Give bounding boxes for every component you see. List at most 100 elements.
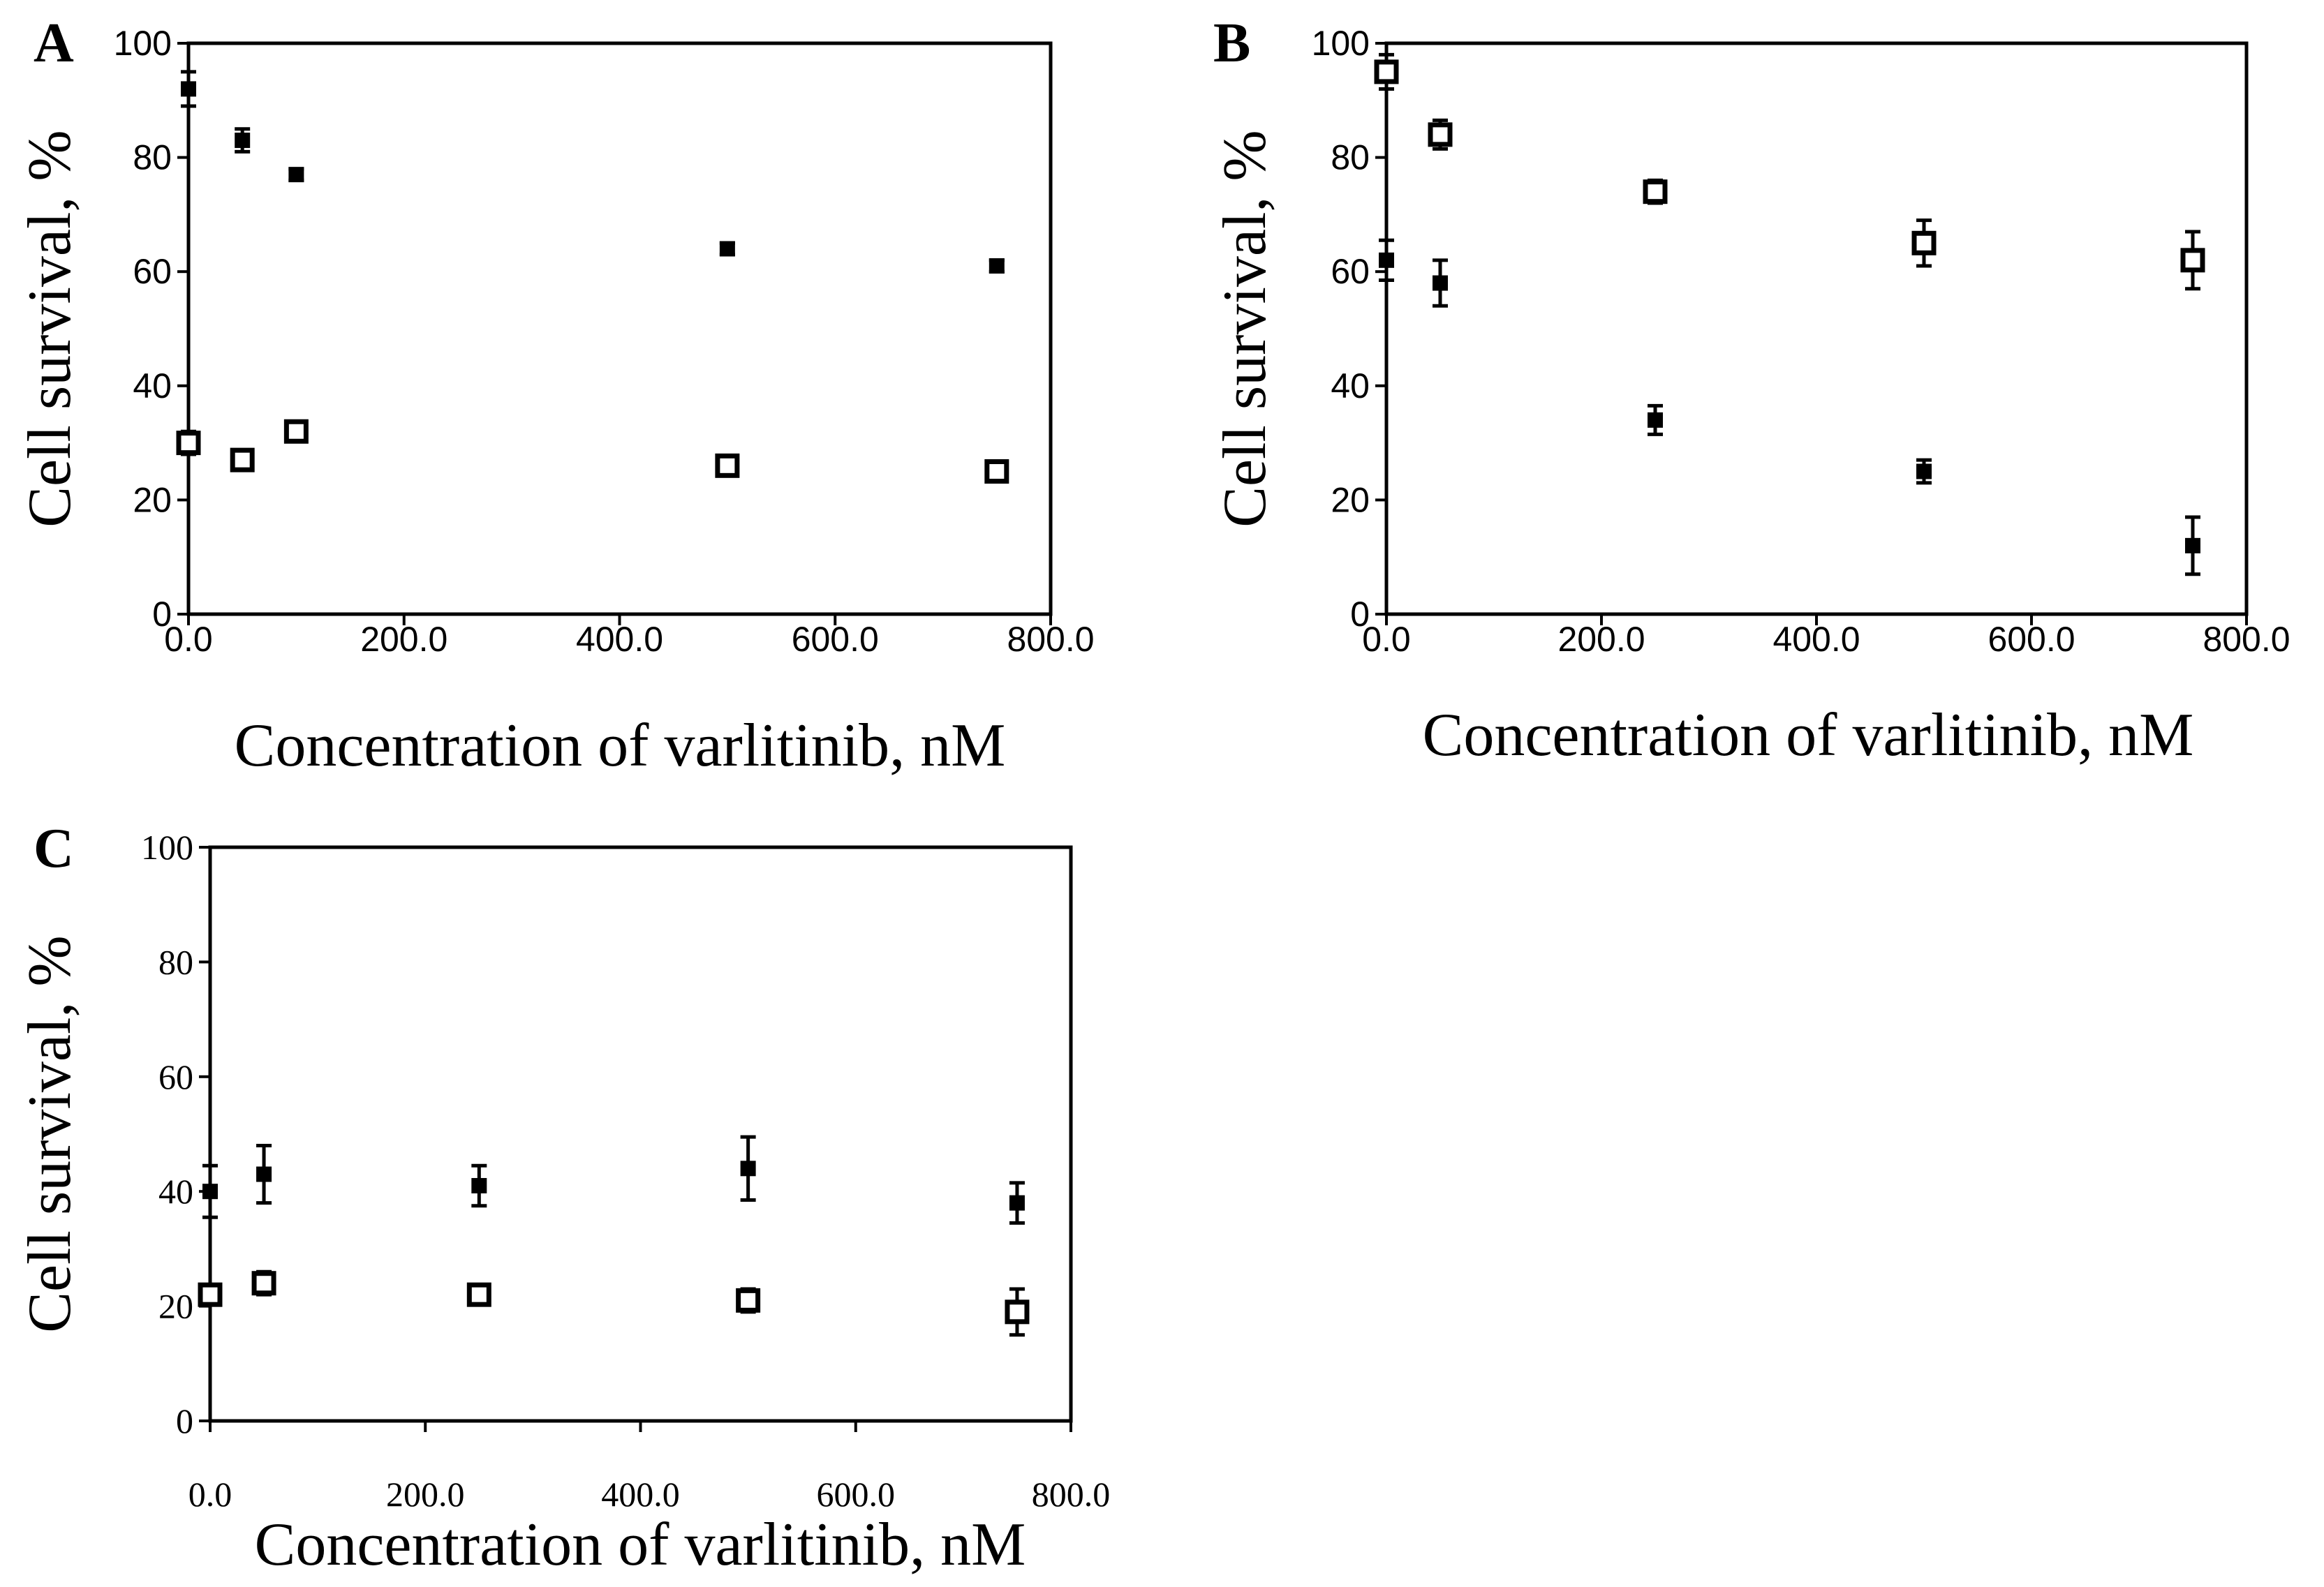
panel-a-letter: A: [34, 13, 74, 74]
panel-a-filled-point: [989, 258, 1005, 274]
panel-a: A 0 20 40 60 80 100 0.0 200.0 400.0 600.0 800.0 C…: [16, 13, 1095, 780]
panel-b-x-axis-title: Concentration of varlitinib, nM: [1423, 701, 2194, 769]
panel-b-x-tick-label: 400.0: [1772, 620, 1860, 659]
panel-c-open-point: [251, 1269, 276, 1297]
panel-c-plot-frame: [208, 845, 1073, 1423]
open-square-marker: [715, 453, 740, 478]
panel-a-plot-frame: [186, 41, 1053, 616]
panel-c-y-tick-label: 80: [158, 942, 193, 981]
panel-a-x-axis-title: Concentration of varlitinib, nM: [235, 712, 1006, 780]
panel-c-x-tick-label: 0.0: [188, 1475, 232, 1514]
open-square-marker: [251, 1271, 276, 1296]
panel-c: C 0 20 40 60 80 100 0.0 200.0 400.0 600.0 800.0 C…: [16, 818, 1110, 1579]
panel-b-y-tick-label: 40: [1331, 366, 1370, 405]
panel-a-y-tick-label: 60: [133, 252, 172, 291]
filled-square-marker: [202, 1184, 218, 1200]
panel-b-filled-point: [1916, 458, 1932, 485]
filled-square-marker: [235, 133, 251, 149]
panel-a-open-point: [283, 419, 309, 444]
filled-square-marker: [1433, 275, 1448, 291]
open-square-marker: [1374, 59, 1399, 84]
filled-square-marker: [989, 258, 1005, 274]
panel-a-y-axis: 0 20 40 60 80 100: [114, 24, 188, 634]
panel-a-x-tick-label: 600.0: [792, 620, 879, 659]
panel-b-x-tick-label: 200.0: [1557, 620, 1645, 659]
filled-square-marker: [1648, 412, 1663, 428]
panel-a-x-tick-label: 800.0: [1007, 620, 1094, 659]
open-square-marker: [2180, 248, 2205, 273]
filled-square-marker: [719, 241, 735, 257]
panel-b-y-tick-label: 80: [1331, 138, 1370, 177]
panel-c-y-tick-label: 20: [158, 1287, 193, 1326]
filled-square-marker: [1009, 1195, 1025, 1211]
panel-c-y-axis: 0 20 40 60 80 100: [141, 828, 210, 1440]
panel-a-open-point: [715, 453, 740, 478]
panel-b-filled-point: [1648, 403, 1663, 436]
panel-b-y-tick-label: 0: [1350, 595, 1370, 634]
open-square-marker: [198, 1282, 223, 1307]
panel-c-x-axis-title: Concentration of varlitinib, nM: [255, 1511, 1026, 1579]
panel-b-y-tick-label: 20: [1331, 480, 1370, 519]
panel-b-open-point: [1374, 52, 1399, 91]
filled-square-marker: [288, 167, 304, 183]
panel-c-x-tick-label: 800.0: [1032, 1475, 1111, 1514]
panel-a-y-tick-label: 20: [133, 480, 172, 519]
panel-a-y-axis-title: Cell survival, %: [16, 130, 84, 527]
open-square-marker: [1911, 230, 1937, 255]
panel-c-y-tick-label: 100: [141, 828, 193, 867]
panel-b-y-tick-label: 100: [1312, 24, 1370, 63]
panel-b-x-tick-label: 600.0: [1988, 620, 2075, 659]
open-square-marker: [230, 447, 255, 472]
panel-a-x-tick-label: 400.0: [576, 620, 663, 659]
panel-b-open-point: [1643, 178, 1668, 205]
filled-square-marker: [1379, 252, 1394, 268]
filled-square-marker: [181, 81, 196, 97]
panel-c-filled-point: [1009, 1181, 1025, 1225]
open-square-marker: [736, 1288, 761, 1313]
panel-c-letter: C: [34, 818, 74, 879]
panel-c-y-tick-label: 40: [158, 1172, 193, 1211]
panel-b-data-points: [1374, 52, 2205, 576]
panel-b-open-point: [1428, 118, 1453, 151]
open-square-marker: [1643, 179, 1668, 204]
panel-a-open-point: [230, 447, 255, 472]
panel-a-filled-point: [181, 70, 196, 108]
panel-c-y-tick-label: 0: [176, 1401, 193, 1440]
panel-b-x-tick-label: 800.0: [2203, 620, 2290, 659]
panel-a-filled-point: [235, 127, 251, 154]
open-square-marker: [1428, 122, 1453, 147]
filled-square-marker: [2185, 537, 2200, 553]
panel-c-x-tick-label: 200.0: [386, 1475, 465, 1514]
panel-c-x-tick-label: 400.0: [601, 1475, 680, 1514]
panel-a-y-tick-label: 80: [133, 138, 172, 177]
panel-b-filled-point: [1433, 258, 1448, 308]
filled-square-marker: [1916, 463, 1932, 479]
panel-c-x-axis: 0.0 200.0 400.0 600.0 800.0: [188, 1421, 1111, 1514]
panel-c-filled-point: [202, 1163, 218, 1219]
panel-a-y-tick-label: 100: [114, 24, 172, 63]
panel-b-x-tick-label: 0.0: [1362, 620, 1411, 659]
panel-c-y-axis-title: Cell survival, %: [16, 935, 84, 1332]
panel-c-data-points: [198, 1135, 1030, 1337]
panel-c-filled-point: [471, 1163, 487, 1208]
filled-square-marker: [471, 1177, 487, 1193]
panel-a-filled-point: [719, 241, 735, 257]
open-square-marker: [1005, 1299, 1030, 1325]
open-square-marker: [466, 1282, 491, 1307]
panel-c-filled-point: [740, 1135, 756, 1202]
panel-c-open-point: [466, 1282, 491, 1307]
open-square-marker: [984, 459, 1009, 484]
panel-b-y-tick-label: 60: [1331, 252, 1370, 291]
panel-b-letter: B: [1213, 13, 1250, 74]
panel-b-plot-frame: [1384, 41, 2249, 616]
panel-c-filled-point: [256, 1143, 272, 1205]
panel-c-open-point: [1005, 1287, 1030, 1337]
panel-a-y-tick-label: 40: [133, 366, 172, 405]
panel-b: B 0 20 40 60 80 100 0.0 200.0 400.0 600.0 800.0 C…: [1211, 13, 2290, 769]
panel-c-open-point: [736, 1287, 761, 1314]
panel-c-x-tick-label: 600.0: [817, 1475, 896, 1514]
panel-a-data-points: [176, 70, 1009, 484]
panel-a-open-point: [984, 459, 1009, 484]
panel-a-x-axis: 0.0 200.0 400.0 600.0 800.0: [164, 614, 1095, 659]
